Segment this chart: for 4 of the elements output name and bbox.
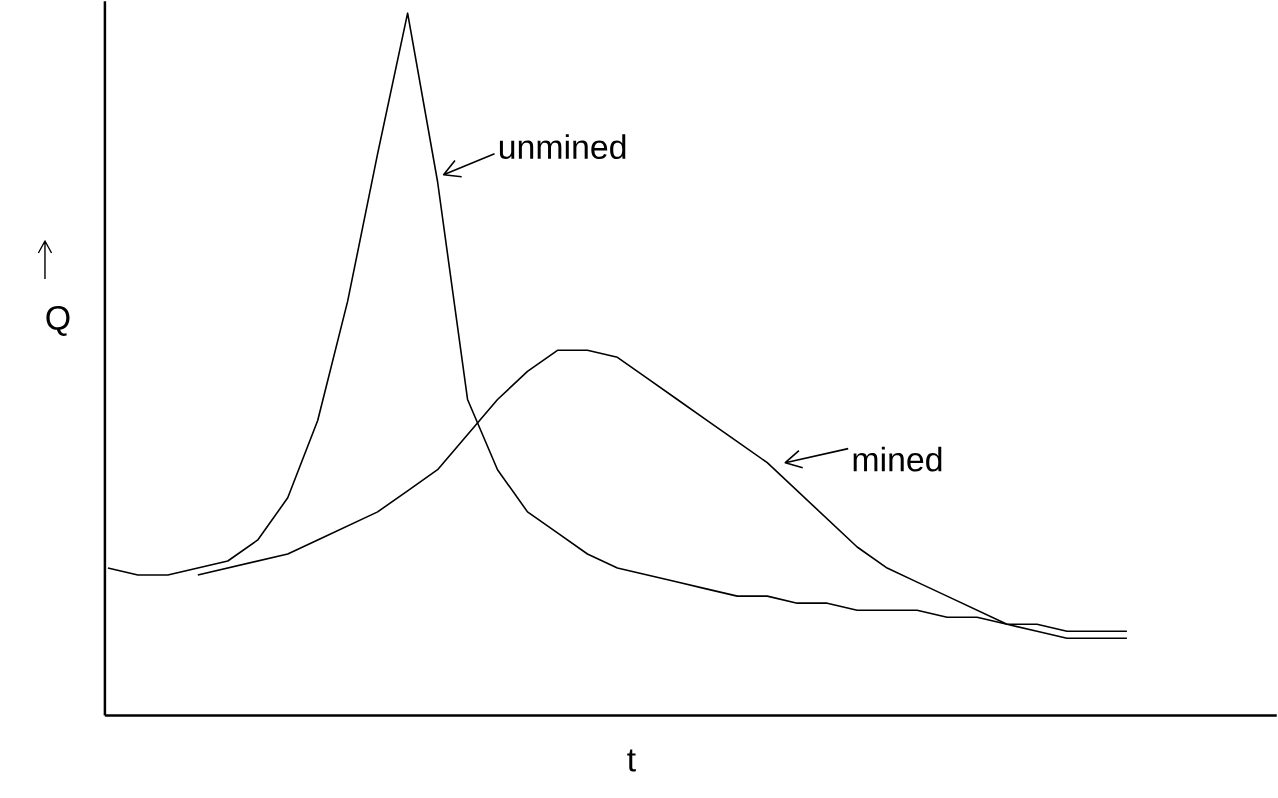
y-axis-title: Q bbox=[46, 305, 70, 336]
x-axis-title: t bbox=[627, 749, 636, 772]
legend-label: mined bbox=[853, 446, 942, 472]
legend-label: unmined bbox=[499, 133, 626, 159]
